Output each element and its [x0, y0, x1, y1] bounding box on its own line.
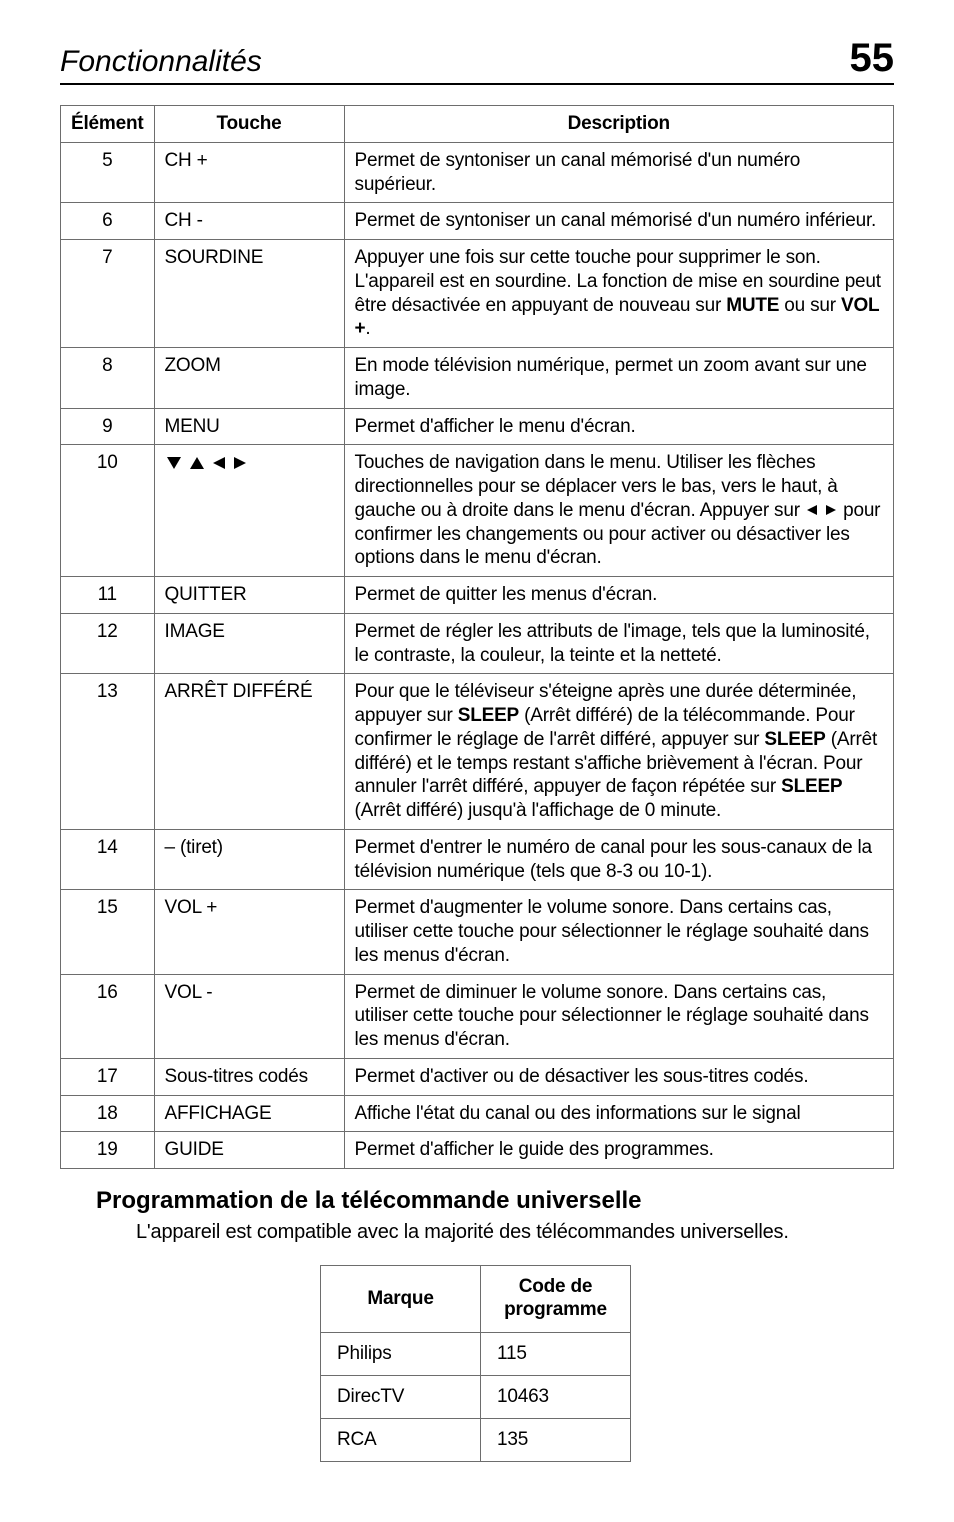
table-row: 14– (tiret)Permet d'entrer le numéro de …: [61, 829, 894, 890]
cell-description: Permet de quitter les menus d'écran.: [344, 577, 893, 614]
table-row: 7SOURDINEAppuyer une fois sur cette touc…: [61, 240, 894, 348]
cell-touche: Sous-titres codés: [154, 1058, 344, 1095]
cell-code: 10463: [481, 1375, 631, 1418]
table-row: RCA135: [321, 1418, 631, 1461]
features-table: Élément Touche Description 5CH +Permet d…: [60, 105, 894, 1169]
cell-touche: ARRÊT DIFFÉRÉ: [154, 674, 344, 830]
cell-description: Affiche l'état du canal ou des informati…: [344, 1095, 893, 1132]
cell-description: Permet d'afficher le menu d'écran.: [344, 408, 893, 445]
cell-description: Appuyer une fois sur cette touche pour s…: [344, 240, 893, 348]
cell-element: 14: [61, 829, 155, 890]
table-row: 19GUIDEPermet d'afficher le guide des pr…: [61, 1132, 894, 1169]
page-number: 55: [850, 36, 895, 81]
cell-element: 16: [61, 974, 155, 1058]
nav-arrows-icon: [165, 452, 248, 473]
codes-table: Marque Code deprogramme Philips115DirecT…: [320, 1265, 631, 1462]
table-header-row: Élément Touche Description: [61, 106, 894, 143]
cell-element: 11: [61, 577, 155, 614]
cell-element: 6: [61, 203, 155, 240]
table-row: 18AFFICHAGEAffiche l'état du canal ou de…: [61, 1095, 894, 1132]
col-header-element: Élément: [61, 106, 155, 143]
table-row: 10 Touches de navigation dans le menu. U…: [61, 445, 894, 577]
cell-touche: – (tiret): [154, 829, 344, 890]
section-title: Fonctionnalités: [60, 45, 262, 79]
table-row: 16VOL -Permet de diminuer le volume sono…: [61, 974, 894, 1058]
cell-touche: MENU: [154, 408, 344, 445]
cell-touche: ZOOM: [154, 348, 344, 409]
cell-touche: IMAGE: [154, 613, 344, 674]
cell-element: 19: [61, 1132, 155, 1169]
cell-element: 18: [61, 1095, 155, 1132]
page: Fonctionnalités 55 Élément Touche Descri…: [0, 0, 954, 1522]
cell-description: Permet de diminuer le volume sonore. Dan…: [344, 974, 893, 1058]
table-row: 17Sous-titres codésPermet d'activer ou d…: [61, 1058, 894, 1095]
cell-description: Permet de syntoniser un canal mémorisé d…: [344, 203, 893, 240]
cell-touche: CH -: [154, 203, 344, 240]
table-row: 11QUITTERPermet de quitter les menus d'é…: [61, 577, 894, 614]
cell-description: En mode télévision numérique, permet un …: [344, 348, 893, 409]
cell-touche: SOURDINE: [154, 240, 344, 348]
table-row: 8ZOOMEn mode télévision numérique, perme…: [61, 348, 894, 409]
cell-description: Permet d'afficher le guide des programme…: [344, 1132, 893, 1169]
table-row: 13ARRÊT DIFFÉRÉPour que le téléviseur s'…: [61, 674, 894, 830]
col-header-description: Description: [344, 106, 893, 143]
cell-touche: AFFICHAGE: [154, 1095, 344, 1132]
cell-touche: CH +: [154, 142, 344, 203]
col-header-code: Code deprogramme: [481, 1266, 631, 1333]
cell-code: 115: [481, 1332, 631, 1375]
cell-description: Pour que le téléviseur s'éteigne après u…: [344, 674, 893, 830]
cell-touche: GUIDE: [154, 1132, 344, 1169]
cell-description: Permet de syntoniser un canal mémorisé d…: [344, 142, 893, 203]
cell-element: 7: [61, 240, 155, 348]
cell-element: 5: [61, 142, 155, 203]
col-header-touche: Touche: [154, 106, 344, 143]
cell-element: 8: [61, 348, 155, 409]
subsection-text: L'appareil est compatible avec la majori…: [136, 1219, 894, 1245]
cell-marque: RCA: [321, 1418, 481, 1461]
table-row: DirecTV10463: [321, 1375, 631, 1418]
subsection-heading: Programmation de la télécommande univers…: [96, 1187, 894, 1215]
table-row: 12IMAGEPermet de régler les attributs de…: [61, 613, 894, 674]
cell-code: 135: [481, 1418, 631, 1461]
table-header-row: Marque Code deprogramme: [321, 1266, 631, 1333]
table-row: 15VOL +Permet d'augmenter le volume sono…: [61, 890, 894, 974]
cell-touche: [154, 445, 344, 577]
col-header-marque: Marque: [321, 1266, 481, 1333]
cell-element: 17: [61, 1058, 155, 1095]
cell-description: Permet de régler les attributs de l'imag…: [344, 613, 893, 674]
cell-element: 10: [61, 445, 155, 577]
cell-touche: VOL +: [154, 890, 344, 974]
cell-element: 13: [61, 674, 155, 830]
cell-touche: VOL -: [154, 974, 344, 1058]
cell-description: Touches de navigation dans le menu. Util…: [344, 445, 893, 577]
cell-marque: DirecTV: [321, 1375, 481, 1418]
cell-description: Permet d'activer ou de désactiver les so…: [344, 1058, 893, 1095]
cell-touche: QUITTER: [154, 577, 344, 614]
table-row: Philips115: [321, 1332, 631, 1375]
cell-description: Permet d'entrer le numéro de canal pour …: [344, 829, 893, 890]
page-header: Fonctionnalités 55: [60, 36, 894, 85]
cell-description: Permet d'augmenter le volume sonore. Dan…: [344, 890, 893, 974]
cell-element: 12: [61, 613, 155, 674]
table-row: 5CH +Permet de syntoniser un canal mémor…: [61, 142, 894, 203]
table-row: 9MENUPermet d'afficher le menu d'écran.: [61, 408, 894, 445]
table-row: 6CH -Permet de syntoniser un canal mémor…: [61, 203, 894, 240]
cell-element: 15: [61, 890, 155, 974]
cell-marque: Philips: [321, 1332, 481, 1375]
cell-element: 9: [61, 408, 155, 445]
